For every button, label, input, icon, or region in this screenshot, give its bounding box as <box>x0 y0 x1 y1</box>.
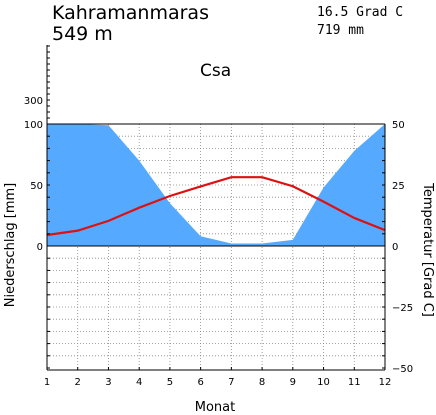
x-tick-label: 11 <box>348 377 361 388</box>
x-tick-label: 12 <box>379 377 392 388</box>
climate-class: Csa <box>200 61 231 81</box>
x-tick-label: 8 <box>259 377 265 388</box>
right-tick-label: 0 <box>392 242 398 253</box>
x-tick-label: 3 <box>105 377 111 388</box>
precipitation-area <box>47 124 385 246</box>
x-tick-label: 6 <box>197 377 203 388</box>
temperature-line <box>46 176 386 237</box>
right-axis-title: Temperatur [Grad C] <box>420 182 435 317</box>
station-elevation: 549 m <box>52 23 113 45</box>
left-tick-label: 100 <box>24 120 43 131</box>
station-name: Kahramanmaras <box>52 2 209 24</box>
right-tick-label: 50 <box>392 120 405 131</box>
x-tick-label: 9 <box>290 377 296 388</box>
x-tick-label: 10 <box>317 377 330 388</box>
x-tick-label: 2 <box>75 377 81 388</box>
left-tick-label: 50 <box>30 181 43 192</box>
x-tick-label: 7 <box>228 377 234 388</box>
right-tick-label: −50 <box>392 364 413 375</box>
mean-temperature: 16.5 Grad C <box>317 5 403 20</box>
x-tick-label: 4 <box>136 377 142 388</box>
x-tick-label: 1 <box>44 377 50 388</box>
right-tick-label: −25 <box>392 303 413 314</box>
annual-precipitation: 719 mm <box>317 23 364 38</box>
left-tick-label: 300 <box>24 96 43 107</box>
x-axis-title: Monat <box>195 400 235 415</box>
x-tick-label: 5 <box>167 377 173 388</box>
left-tick-label: 0 <box>37 242 43 253</box>
left-axis-title: Niederschlag [mm] <box>3 183 18 308</box>
right-tick-label: 25 <box>392 181 405 192</box>
